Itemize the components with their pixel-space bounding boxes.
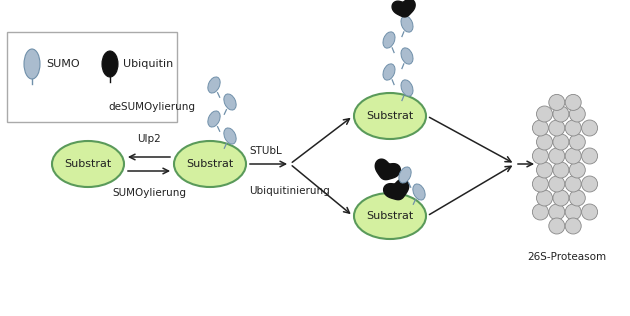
Circle shape xyxy=(581,176,598,192)
Text: SUMO: SUMO xyxy=(46,59,79,69)
Ellipse shape xyxy=(413,184,425,200)
Text: Ulp2: Ulp2 xyxy=(137,134,161,144)
Ellipse shape xyxy=(174,141,246,187)
Circle shape xyxy=(553,162,569,178)
Circle shape xyxy=(549,120,565,136)
Ellipse shape xyxy=(401,16,413,32)
Circle shape xyxy=(553,106,569,122)
Text: 26S-Proteasom: 26S-Proteasom xyxy=(527,252,607,262)
Circle shape xyxy=(581,148,598,164)
Polygon shape xyxy=(384,179,409,200)
Circle shape xyxy=(565,120,581,136)
Ellipse shape xyxy=(354,93,426,139)
Text: Substrat: Substrat xyxy=(367,211,414,221)
Circle shape xyxy=(549,218,565,234)
Text: SUMOylierung: SUMOylierung xyxy=(112,188,186,198)
Polygon shape xyxy=(392,0,415,17)
Ellipse shape xyxy=(383,32,395,48)
Circle shape xyxy=(570,134,585,150)
Ellipse shape xyxy=(24,49,40,79)
Circle shape xyxy=(565,148,581,164)
Text: Ubiquitinierung: Ubiquitinierung xyxy=(249,186,329,196)
Ellipse shape xyxy=(354,193,426,239)
Circle shape xyxy=(581,120,598,136)
Circle shape xyxy=(537,106,553,122)
Circle shape xyxy=(532,204,548,220)
Text: Ubiquitin: Ubiquitin xyxy=(123,59,173,69)
Circle shape xyxy=(532,148,548,164)
Circle shape xyxy=(565,176,581,192)
Circle shape xyxy=(565,218,581,234)
Circle shape xyxy=(549,204,565,220)
Circle shape xyxy=(565,204,581,220)
Ellipse shape xyxy=(224,128,236,144)
Ellipse shape xyxy=(52,141,124,187)
Circle shape xyxy=(570,162,585,178)
Circle shape xyxy=(532,120,548,136)
Text: deSUMOylierung: deSUMOylierung xyxy=(108,102,195,112)
Text: STUbL: STUbL xyxy=(249,146,282,156)
Ellipse shape xyxy=(224,94,236,110)
Ellipse shape xyxy=(208,111,220,127)
Circle shape xyxy=(537,162,553,178)
Circle shape xyxy=(537,190,553,206)
Circle shape xyxy=(553,134,569,150)
Circle shape xyxy=(581,204,598,220)
Text: Substrat: Substrat xyxy=(186,159,234,169)
Ellipse shape xyxy=(208,77,220,93)
Ellipse shape xyxy=(401,80,413,96)
Ellipse shape xyxy=(399,167,411,183)
Circle shape xyxy=(553,190,569,206)
Ellipse shape xyxy=(102,51,118,77)
Circle shape xyxy=(549,148,565,164)
Circle shape xyxy=(570,190,585,206)
Text: Substrat: Substrat xyxy=(367,111,414,121)
Ellipse shape xyxy=(383,64,395,80)
FancyBboxPatch shape xyxy=(7,32,177,122)
Circle shape xyxy=(537,134,553,150)
Polygon shape xyxy=(375,159,401,180)
Circle shape xyxy=(565,94,581,110)
Circle shape xyxy=(549,94,565,110)
Text: Substrat: Substrat xyxy=(64,159,112,169)
Circle shape xyxy=(532,176,548,192)
Circle shape xyxy=(570,106,585,122)
Circle shape xyxy=(549,176,565,192)
Ellipse shape xyxy=(401,48,413,64)
